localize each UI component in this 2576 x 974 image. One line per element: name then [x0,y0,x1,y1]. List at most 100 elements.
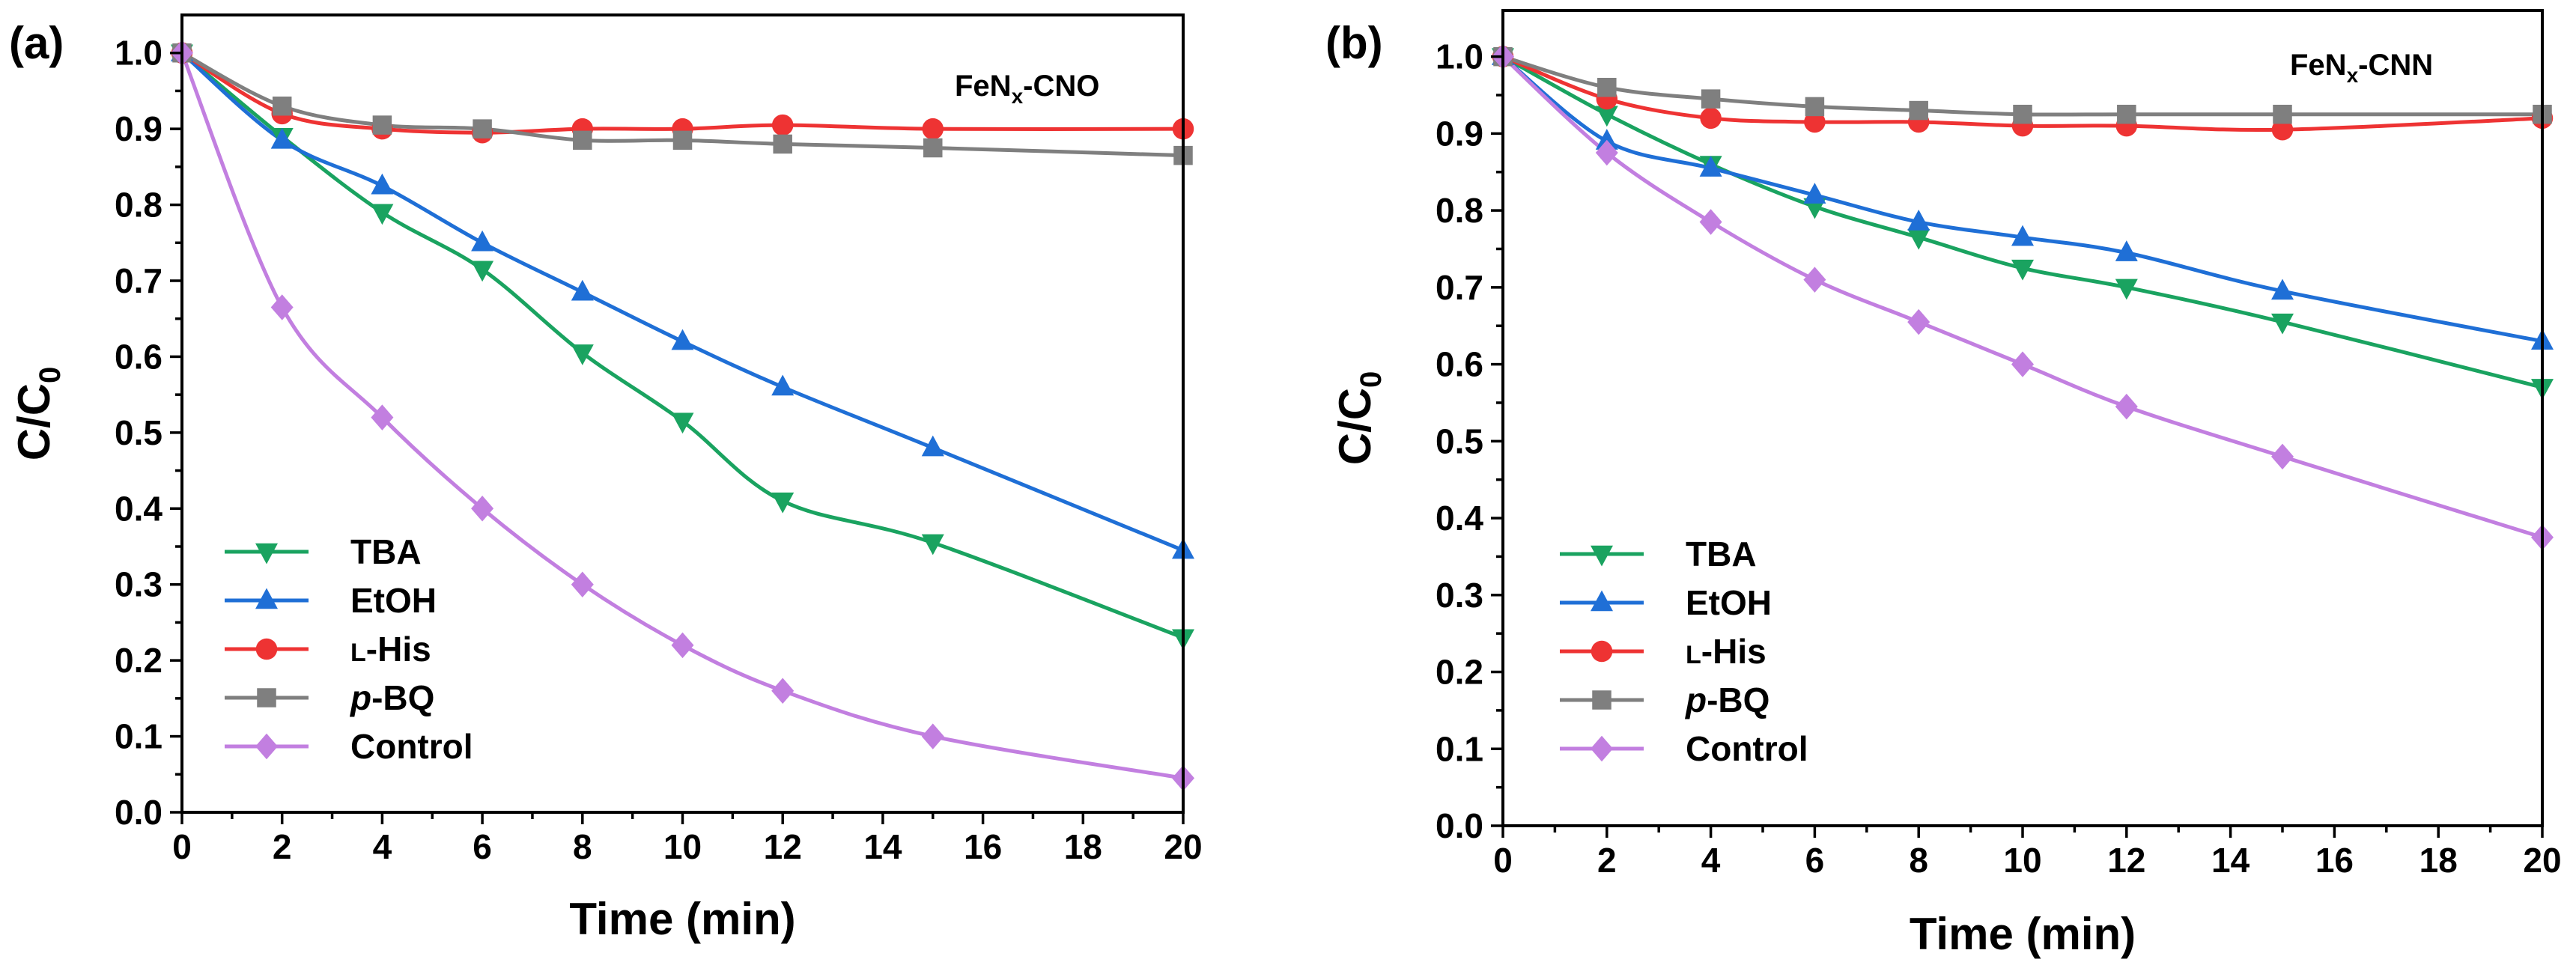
x-tick-label: 4 [1701,841,1721,880]
marker-triangle-up [1803,183,1826,204]
x-tick-label: 16 [964,827,1002,866]
marker-square [1592,690,1611,710]
marker-circle [1700,107,1722,130]
y-tick-label: 1.0 [115,34,162,73]
plot-area: 0 2 4 6 8 10 12 14 16 18 200.00.10.20.30.40.50.60.… [1330,9,2562,959]
y-tick-label: 0.0 [115,793,162,832]
sample-label: FeNx-CNO [955,70,1099,108]
legend: TBA EtOH L-His p-BQ Control [1560,535,1808,768]
marker-square [1909,100,1928,121]
y-tick-label: 0.2 [1436,653,1483,692]
legend-item-p-bq: p-BQ [225,678,434,717]
legend-label: Control [1686,729,1808,768]
legend-label: TBA [350,532,422,571]
x-tick-label: 0 [172,827,192,866]
marker-diamond [2011,351,2034,377]
marker-triangle-down [921,534,944,556]
series-line-etoh [1501,55,2543,344]
x-tick-label: 14 [863,827,902,866]
sample-label-subscript: x [1012,85,1024,108]
y-tick-label: 0.3 [115,565,162,604]
series-group [171,40,1194,791]
marker-triangle-down [2011,259,2034,281]
legend: TBA EtOH L-His p-BQ Control [225,532,473,766]
marker-diamond [371,404,394,430]
y-axis: 0.0 0.1 0.2 0.3 0.4 0.5 0.6 0.7 0.8 0.9 1.0 [115,34,182,832]
sample-label-suffix: -CNO [1023,70,1099,103]
legend-label: L-His [350,630,431,669]
marker-triangle-down [255,543,278,564]
legend-label-rest: -BQ [371,678,434,717]
marker-diamond [2115,393,2138,420]
marker-triangle-up [671,329,694,350]
marker-circle [771,114,794,136]
y-axis-title: C/C0 [1330,371,1388,466]
marker-diamond [1907,308,1931,335]
marker-triangle-up [2271,278,2294,300]
x-tick-label: 10 [663,827,702,866]
y-tick-label: 0.1 [115,717,162,756]
marker-square [573,130,592,150]
y-axis-title-subscript: 0 [1355,371,1388,388]
legend-label-prefix: p [349,678,371,717]
legend-item-etoh: EtOH [225,581,437,620]
y-tick-label: 0.7 [1436,268,1483,307]
marker-triangle-up [270,127,294,149]
marker-triangle-up [921,435,944,457]
marker-square [257,688,276,707]
legend-label: EtOH [350,581,437,620]
legend-item-etoh: EtOH [1560,583,1772,622]
marker-triangle-up [1595,129,1618,150]
x-tick-label: 20 [1164,827,1202,866]
sample-label-main: FeN [955,70,1012,103]
marker-triangle-down [1591,545,1613,567]
legend-label: p-BQ [349,678,434,717]
x-tick-label: 6 [473,827,492,866]
y-tick-label: 0.7 [115,261,162,300]
marker-square [372,115,392,135]
y-tick-label: 0.5 [1436,421,1483,460]
x-axis: 0 2 4 6 8 10 12 14 16 18 20 [172,812,1203,866]
series-markers-control [171,40,1194,791]
marker-diamond [255,733,278,760]
y-tick-label: 0.8 [1436,191,1483,230]
marker-circle [1804,111,1826,133]
legend-item-l-his: L-His [1560,632,1767,671]
legend-label-prefix: L [350,639,366,667]
legend-label: EtOH [1686,583,1772,622]
sample-label-suffix: -CNN [2358,49,2433,82]
marker-triangle-up [371,173,394,195]
x-tick-label: 2 [1597,841,1617,880]
marker-circle [1591,640,1613,663]
sample-label: FeNx-CNN [2290,49,2433,87]
legend-item-tba: TBA [225,532,422,571]
y-tick-label: 0.5 [115,413,162,452]
legend-label: Control [350,727,473,766]
y-tick-label: 1.0 [1436,37,1483,76]
legend-item-p-bq: p-BQ [1560,681,1770,719]
legend-label-rest: -His [366,630,431,669]
marker-circle [255,638,278,660]
marker-square [2013,104,2032,124]
y-axis-title-main: C/C [9,383,59,460]
series-group [1492,43,2554,550]
marker-triangle-down [2271,313,2294,335]
y-tick-label: 0.3 [1436,576,1483,615]
marker-square [473,119,492,139]
x-tick-label: 0 [1493,841,1513,880]
x-tick-label: 20 [2523,841,2561,880]
marker-triangle-up [2115,240,2138,261]
legend-label-rest: -His [1701,632,1767,671]
legend-label-rest: -BQ [1707,681,1770,719]
marker-diamond [2271,443,2294,470]
x-axis-title: Time (min) [569,894,795,944]
marker-triangle-down [2115,278,2138,300]
legend-label: p-BQ [1684,681,1770,719]
marker-triangle-down [771,492,795,514]
marker-circle [922,118,944,140]
y-tick-label: 0.0 [1436,806,1483,845]
legend-item-control: Control [225,727,473,766]
legend-label-prefix: L [1686,641,1701,669]
marker-square [272,96,292,116]
